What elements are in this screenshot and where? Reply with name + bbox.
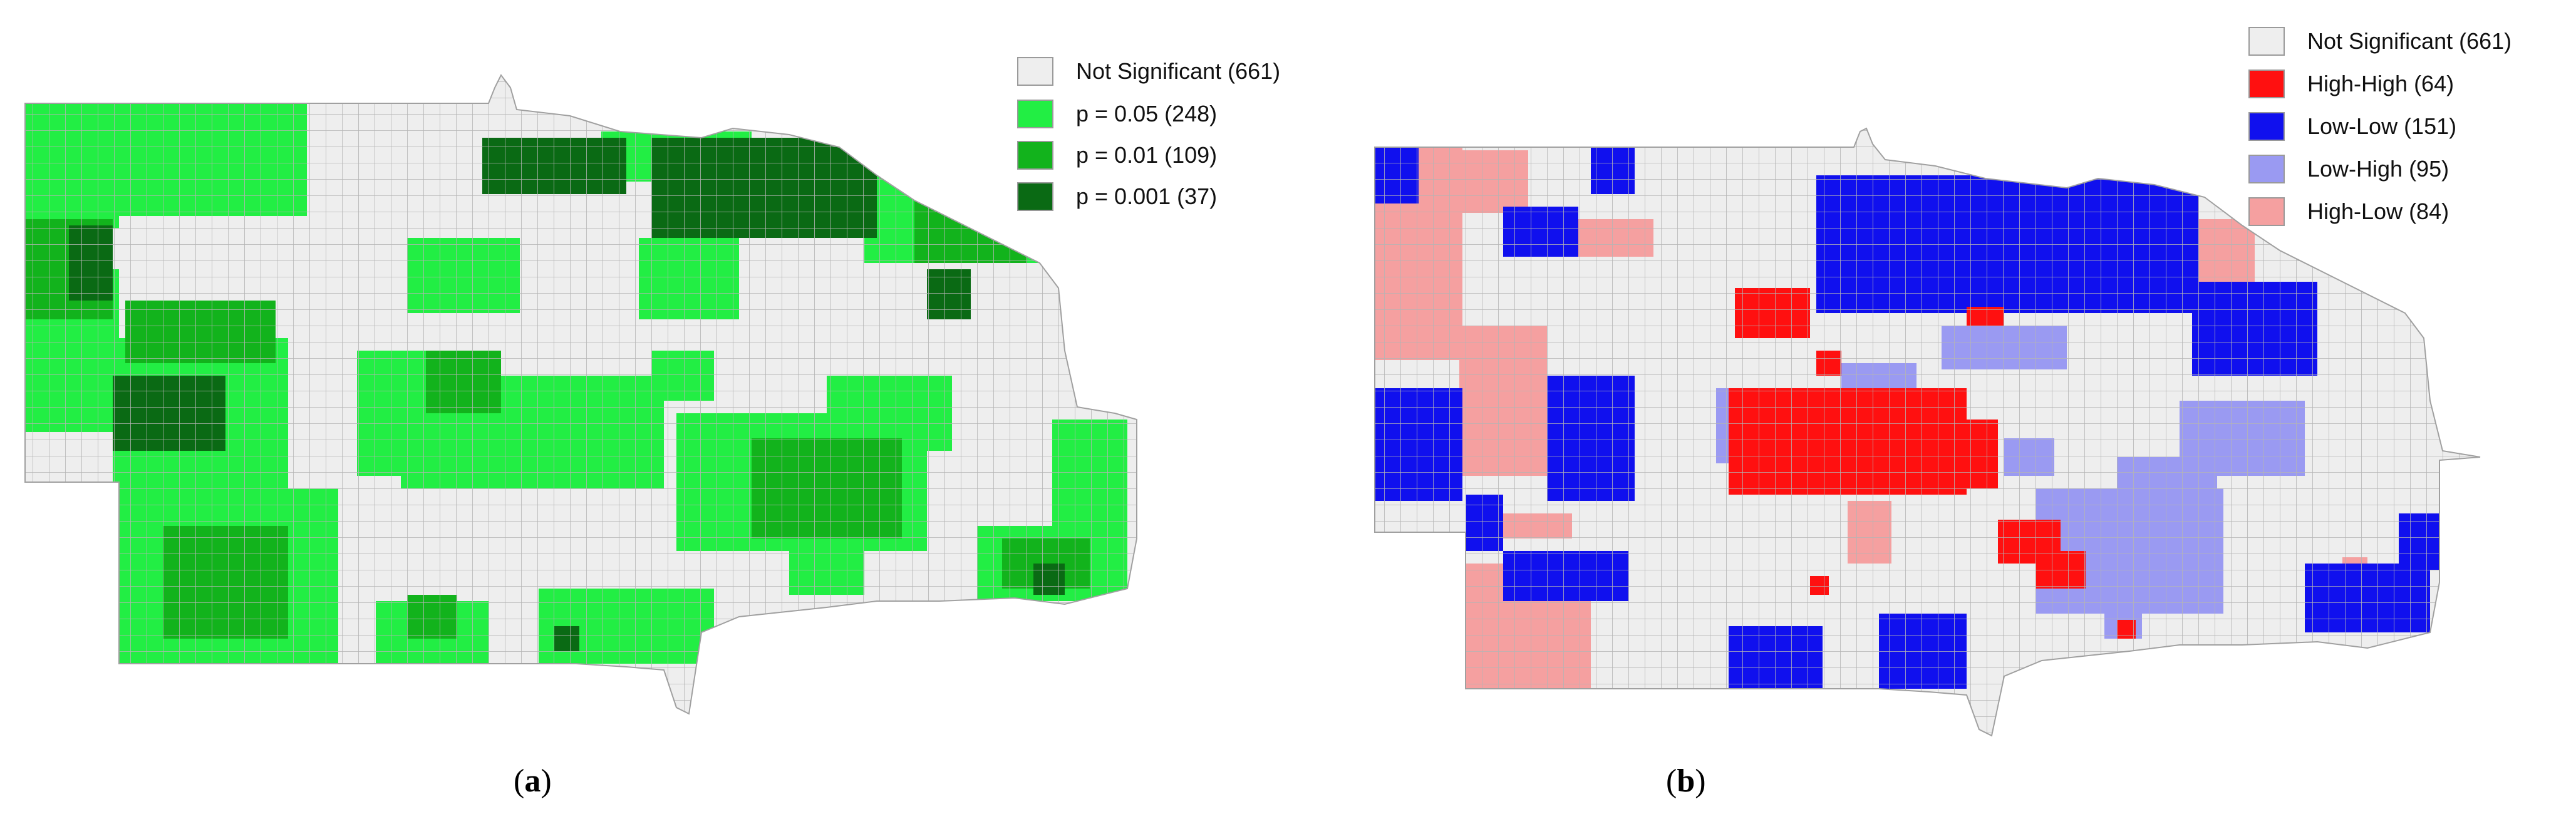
legend-swatch bbox=[1017, 141, 1053, 170]
legend-swatch bbox=[1017, 57, 1053, 86]
legend-label: p = 0.001 (37) bbox=[1076, 183, 1218, 209]
caption-letter: b bbox=[1677, 763, 1695, 799]
legend-swatch bbox=[2248, 112, 2285, 141]
legend-label: High-Low (84) bbox=[2307, 198, 2449, 224]
legend-swatch bbox=[2248, 155, 2285, 183]
panel-caption-b: (b) bbox=[1666, 763, 1706, 799]
legend-label: High-High (64) bbox=[2307, 71, 2454, 96]
legend-item: Low-High (95) bbox=[2248, 153, 2449, 185]
legend-item: Low-Low (151) bbox=[2248, 110, 2456, 143]
legend-label: Low-Low (151) bbox=[2307, 113, 2457, 139]
legend-swatch bbox=[1017, 182, 1053, 211]
legend-item: Not Significant (661) bbox=[1017, 55, 1280, 88]
legend-swatch bbox=[2248, 197, 2285, 226]
panel-caption-a: (a) bbox=[514, 763, 552, 799]
legend-swatch bbox=[2248, 27, 2285, 56]
legend-label: Not Significant (661) bbox=[2307, 28, 2512, 54]
legend-label: Not Significant (661) bbox=[1076, 58, 1281, 84]
legend-item: p = 0.01 (109) bbox=[1017, 139, 1217, 172]
legend-b: Not Significant (661) High-High (64) Low… bbox=[2248, 25, 2574, 232]
caption-letter: a bbox=[524, 763, 541, 799]
legend-swatch bbox=[1017, 100, 1053, 128]
legend-item: High-Low (84) bbox=[2248, 195, 2449, 228]
legend-item: p = 0.05 (248) bbox=[1017, 98, 1217, 130]
legend-label: p = 0.05 (248) bbox=[1076, 101, 1218, 126]
legend-swatch bbox=[2248, 70, 2285, 98]
legend-label: p = 0.01 (109) bbox=[1076, 142, 1218, 168]
legend-a: Not Significant (661) p = 0.05 (248) p =… bbox=[1017, 55, 1343, 211]
county-base-b bbox=[1375, 128, 2474, 736]
legend-label: Low-High (95) bbox=[2307, 156, 2449, 182]
legend-item: High-High (64) bbox=[2248, 68, 2454, 100]
legend-item: p = 0.001 (37) bbox=[1017, 180, 1217, 213]
legend-item: Not Significant (661) bbox=[2248, 25, 2511, 58]
